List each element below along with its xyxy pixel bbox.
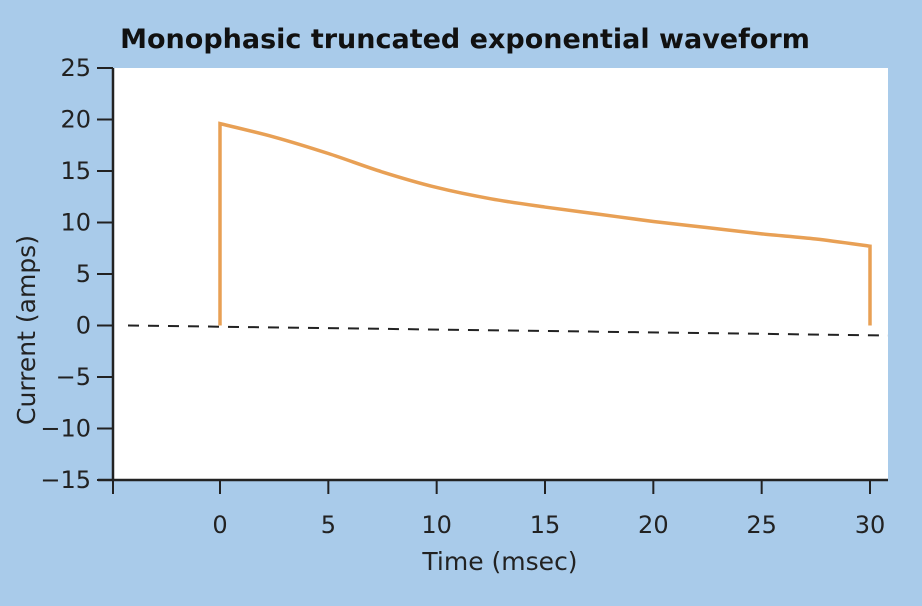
zero-reference-line bbox=[127, 324, 889, 337]
x-axis: 0 5 10 15 20 25 30 bbox=[98, 478, 888, 539]
plot-marks bbox=[127, 121, 889, 337]
y-tick-label: 25 bbox=[60, 54, 91, 82]
y-tick-label: 0 bbox=[76, 312, 91, 340]
x-tick-label: 0 bbox=[212, 511, 227, 539]
y-tick-label: 20 bbox=[60, 106, 91, 134]
y-axis: 25 20 15 10 5 0 −5 −10 −15 bbox=[40, 54, 115, 494]
y-axis-label: Current (amps) bbox=[12, 235, 41, 425]
y-tick-label: 5 bbox=[76, 260, 91, 288]
x-tick-label: 30 bbox=[855, 511, 886, 539]
y-tick-label: 10 bbox=[60, 209, 91, 237]
x-tick-label: 25 bbox=[746, 511, 777, 539]
chart-title: Monophasic truncated exponential wavefor… bbox=[120, 24, 810, 55]
x-tick-label: 10 bbox=[421, 511, 452, 539]
y-tick-label: −5 bbox=[56, 363, 91, 391]
waveform-line bbox=[218, 121, 872, 326]
y-tick-label: −10 bbox=[40, 415, 91, 443]
y-tick-label: −15 bbox=[40, 466, 91, 494]
x-tick-label: 20 bbox=[638, 511, 669, 539]
x-axis-label: Time (msec) bbox=[421, 547, 577, 576]
plot-area bbox=[113, 68, 888, 480]
x-tick-label: 15 bbox=[530, 511, 561, 539]
x-tick-label: 5 bbox=[321, 511, 336, 539]
y-tick-label: 15 bbox=[60, 157, 91, 185]
